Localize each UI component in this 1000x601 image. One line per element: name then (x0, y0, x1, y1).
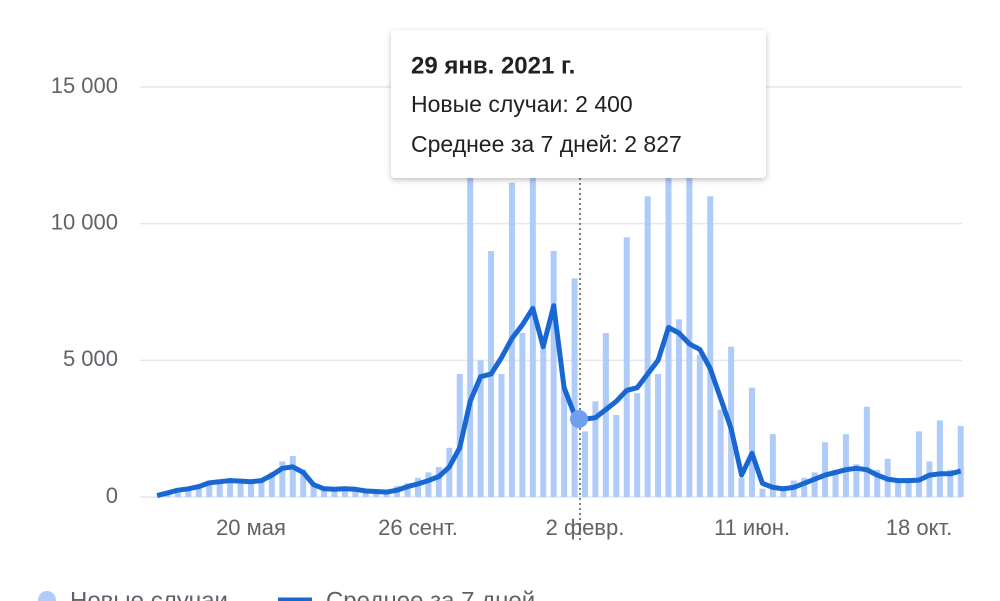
bar (571, 278, 578, 497)
bar (801, 477, 808, 497)
bar (164, 494, 171, 497)
bar (195, 487, 202, 497)
bar (404, 483, 411, 497)
x-tick-label: 20 мая (216, 515, 286, 540)
bar (227, 477, 234, 497)
bar (842, 434, 849, 497)
bar (425, 472, 432, 497)
bar (696, 354, 703, 497)
bar (206, 480, 213, 497)
bar (258, 479, 265, 497)
bar (268, 472, 275, 497)
bar (174, 491, 181, 497)
bar (352, 490, 359, 497)
y-tick-label: 5 000 (63, 346, 118, 371)
tooltip-box (391, 30, 766, 178)
bar (446, 447, 453, 497)
y-tick-label: 10 000 (51, 209, 118, 234)
bar (247, 483, 254, 497)
tooltip-title: 29 янв. 2021 г. (411, 52, 575, 79)
bar (300, 469, 307, 497)
bar (738, 477, 745, 497)
bar (435, 466, 442, 497)
bar (780, 486, 787, 497)
bar (289, 456, 296, 497)
x-tick-label: 11 июн. (714, 515, 790, 540)
y-tick-label: 15 000 (51, 73, 118, 98)
bar (185, 488, 192, 497)
bar (748, 387, 755, 497)
bar (456, 374, 463, 497)
bar (623, 237, 630, 498)
bar (895, 480, 902, 497)
bar (947, 469, 954, 497)
bar (519, 333, 526, 497)
bar (926, 461, 933, 497)
bar (905, 477, 912, 497)
bar (414, 477, 421, 497)
bar (602, 333, 609, 497)
bar (822, 442, 829, 497)
bar (331, 488, 338, 497)
bar (321, 488, 328, 497)
bar (279, 461, 286, 497)
bar (936, 420, 943, 497)
bar (540, 346, 547, 497)
bar (477, 360, 484, 497)
bar (957, 425, 964, 497)
line (156, 303, 962, 499)
bar (863, 406, 870, 497)
legend-label: Среднее за 7 дней (326, 587, 535, 601)
legend-label: Новые случаи (70, 587, 228, 601)
x-tick-label: 26 сент. (378, 515, 458, 540)
tooltip-line: Среднее за 7 дней: 2 827 (411, 131, 682, 157)
bar (362, 491, 369, 497)
bar (561, 387, 568, 497)
bar (467, 169, 474, 497)
bar (529, 114, 536, 497)
bar (373, 491, 380, 497)
bar (675, 319, 682, 497)
bar (498, 374, 505, 497)
bar (832, 469, 839, 497)
bar (686, 169, 693, 497)
bar (874, 469, 881, 497)
bar (310, 483, 317, 497)
bar (550, 251, 557, 497)
bar (811, 472, 818, 497)
bar (581, 431, 588, 497)
bar (759, 488, 766, 497)
bar (237, 480, 244, 497)
tooltip-line: Новые случаи: 2 400 (411, 91, 633, 117)
bar (341, 487, 348, 497)
x-tick-label: 2 февр. (546, 515, 625, 540)
legend-swatch (38, 591, 56, 601)
bar (644, 196, 651, 498)
bar (634, 393, 641, 497)
bar (613, 415, 620, 497)
bar (216, 483, 223, 497)
hover-dot (570, 410, 588, 428)
bar (655, 374, 662, 497)
bar (707, 196, 714, 498)
bar (853, 464, 860, 497)
x-tick-label: 18 окт. (886, 515, 952, 540)
bar (717, 409, 724, 497)
tooltip: 29 янв. 2021 г. Новые случаи: 2 400 Сред… (391, 30, 766, 178)
bar (915, 431, 922, 497)
bar (592, 401, 599, 497)
bar (769, 434, 776, 497)
y-tick-label: 0 (106, 483, 118, 508)
